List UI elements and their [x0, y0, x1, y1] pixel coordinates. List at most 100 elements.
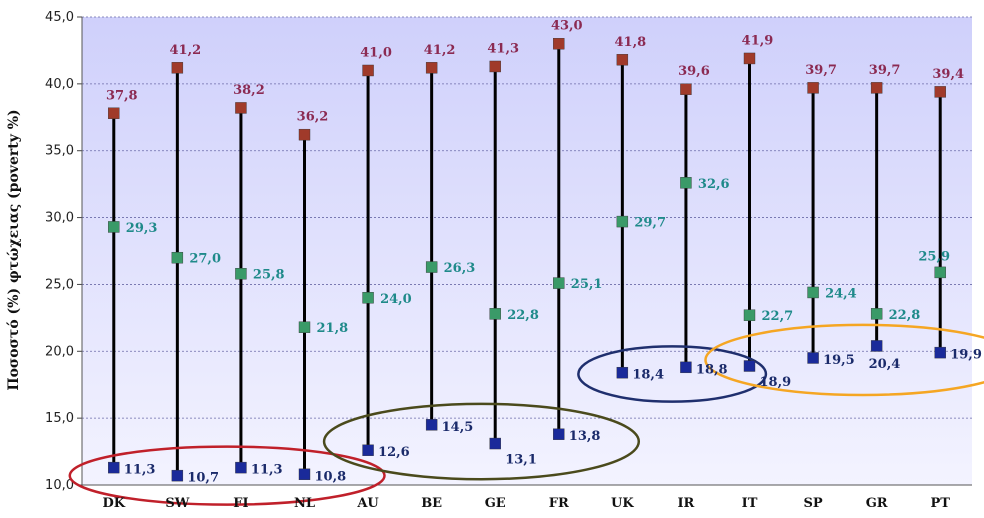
gridlines [77, 16, 972, 486]
top-value-label: 41,0 [360, 45, 392, 60]
group-ellipses [68, 323, 984, 506]
y-tick-label: 15,0 [45, 411, 74, 426]
mid-marker [298, 321, 311, 333]
mid-marker [235, 268, 247, 280]
bottom-value-label: 14,5 [442, 420, 474, 435]
bottom-value-label: 20,4 [869, 357, 901, 372]
mid-marker [108, 221, 120, 233]
y-tick-label: 10,0 [45, 478, 74, 493]
top-value-label: 39,7 [805, 63, 837, 78]
bottom-marker [108, 461, 120, 474]
top-marker [298, 128, 311, 141]
mid-value-label: 21,8 [317, 321, 349, 336]
category-label: FI [233, 496, 248, 511]
top-marker [616, 54, 629, 66]
mid-marker [870, 308, 883, 320]
top-value-label: 41,8 [615, 35, 647, 50]
mid-marker [425, 261, 438, 273]
mid-value-label: 25,8 [253, 268, 285, 283]
data-labels: 37,8 29,3 11,3 41,2 27,0 10,7 38,2 25,8 11,3 36,2… [106, 19, 982, 486]
category-label: SW [165, 496, 189, 511]
bottom-marker [425, 419, 438, 431]
mid-value-label: 27,0 [189, 252, 221, 267]
mid-marker [680, 177, 692, 189]
top-value-label: 41,2 [424, 43, 456, 58]
y-axis-ticks: 10,0 15,0 20,0 25,0 30,0 35,0 40,0 45,0 [45, 10, 74, 493]
bottom-value-label: 13,8 [569, 429, 601, 444]
mid-value-label: 32,6 [698, 177, 730, 192]
top-marker [934, 86, 946, 98]
category-label: GE [485, 496, 506, 511]
top-value-label: 39,7 [869, 63, 901, 78]
y-tick-label: 30,0 [45, 211, 74, 226]
mid-marker [362, 292, 374, 304]
bottom-value-label: 19,9 [950, 348, 982, 363]
top-marker [108, 107, 120, 119]
mid-value-label: 22,8 [507, 308, 539, 323]
bottom-marker [171, 469, 184, 482]
mid-value-label: 25,9 [918, 249, 950, 264]
mid-value-label: 25,1 [571, 277, 603, 292]
y-axis-title: Ποσοστό (%) φτώχειας (poverty %) [6, 109, 22, 390]
bottom-marker [489, 437, 501, 450]
top-marker [553, 38, 565, 50]
category-label: PT [930, 496, 950, 511]
category-label: IR [677, 496, 694, 511]
top-marker [171, 62, 184, 74]
mid-marker [616, 215, 629, 228]
top-value-label: 36,2 [297, 110, 329, 125]
mid-value-label: 29,3 [126, 221, 158, 236]
top-value-label: 43,0 [551, 19, 583, 34]
top-marker [425, 62, 438, 74]
range-lines [112, 43, 942, 476]
y-tick-label: 40,0 [45, 77, 74, 92]
bottom-marker [616, 366, 629, 379]
mid-marker [171, 251, 184, 264]
bottom-value-label: 12,6 [378, 445, 410, 460]
x-axis-categories: DK SW FI NL AU BE GE FR UK IR IT SP GR PT [102, 496, 950, 511]
top-value-label: 41,3 [487, 41, 519, 56]
top-value-label: 41,2 [170, 43, 202, 58]
mid-value-label: 26,3 [444, 261, 476, 276]
top-marker [362, 64, 374, 77]
mid-marker [743, 309, 756, 321]
top-marker [680, 83, 692, 95]
bottom-value-label: 13,1 [505, 453, 537, 468]
mid-value-label: 24,4 [825, 286, 857, 301]
bottom-marker [870, 340, 883, 352]
y-tick-label: 25,0 [45, 277, 74, 292]
top-value-label: 39,4 [932, 67, 964, 82]
group-ellipse [322, 402, 641, 481]
bottom-value-label: 18,9 [760, 375, 792, 390]
category-label: UK [611, 496, 634, 511]
bottom-marker [934, 346, 946, 359]
mid-value-label: 22,8 [889, 308, 921, 323]
bottom-marker [298, 468, 311, 481]
y-tick-label: 20,0 [45, 344, 74, 359]
category-label: NL [294, 496, 315, 511]
group-ellipse [577, 345, 768, 403]
mid-value-label: 29,7 [634, 216, 666, 231]
bottom-marker [743, 360, 756, 372]
y-tick-label: 45,0 [45, 10, 74, 25]
bottom-value-label: 18,4 [632, 368, 664, 383]
bottom-value-label: 11,3 [251, 463, 283, 478]
mid-marker [489, 308, 501, 320]
bottom-value-label: 18,8 [696, 362, 728, 377]
category-label: GR [866, 496, 888, 511]
category-label: BE [421, 496, 442, 511]
top-value-label: 38,2 [233, 83, 265, 98]
top-value-label: 41,9 [742, 33, 774, 48]
top-value-label: 39,6 [678, 64, 710, 79]
category-label: AU [356, 496, 379, 511]
group-ellipse [68, 445, 386, 506]
mid-value-label: 22,7 [762, 309, 794, 324]
bottom-value-label: 19,5 [823, 353, 855, 368]
category-label: IT [742, 496, 758, 511]
category-label: DK [102, 496, 125, 511]
bottom-marker [807, 352, 819, 364]
bottom-value-label: 10,8 [315, 469, 347, 484]
y-tick-label: 35,0 [45, 144, 74, 159]
top-marker [743, 52, 756, 65]
